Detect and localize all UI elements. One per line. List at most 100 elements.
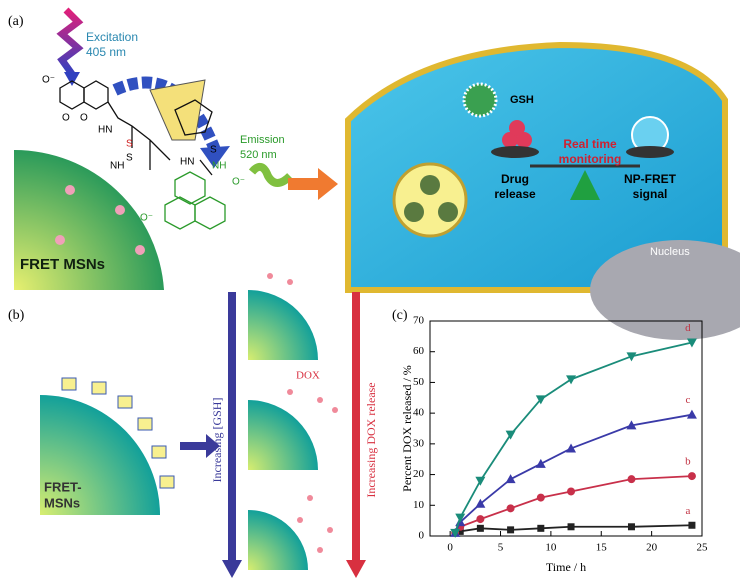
balance-base: [570, 170, 600, 200]
x-tick-label: 15: [596, 542, 608, 554]
marker: [476, 515, 485, 524]
excitation-nm: 405 nm: [86, 45, 126, 59]
pores: [55, 185, 145, 255]
series-label: b: [685, 456, 691, 468]
marker: [455, 513, 466, 523]
marker: [535, 458, 546, 468]
monitoring-label: Real time: [563, 137, 617, 151]
nucleus-label: Nucleus: [650, 246, 690, 258]
nucleus: [590, 240, 740, 340]
drug-label: release: [494, 187, 536, 201]
panel-label: (a): [8, 14, 24, 29]
series-label: c: [685, 394, 690, 406]
excitation-arrow: [56, 7, 84, 77]
marker: [687, 472, 696, 481]
y-tick-label: 20: [413, 468, 425, 480]
fluorescein: [164, 171, 226, 230]
atom: O⁻: [232, 177, 245, 188]
gsh-arrow-label: Increasing [GSH]: [210, 398, 224, 483]
panel-label: (b): [8, 308, 25, 323]
x-axis-label: Time / h: [546, 560, 586, 574]
atom: NH: [110, 161, 124, 172]
arrow: [180, 434, 220, 458]
released-particle: [462, 82, 498, 118]
x-tick-label: 20: [646, 542, 658, 554]
signal-label: signal: [633, 187, 668, 201]
atom: O⁻: [42, 75, 55, 86]
series-label: a: [685, 505, 690, 517]
signal-label: NP-FRET: [624, 172, 677, 186]
marker: [626, 352, 637, 362]
y-tick-label: 60: [413, 345, 425, 357]
y-tick-label: 10: [413, 499, 425, 511]
marker: [567, 487, 576, 496]
plate: [491, 146, 539, 158]
chart: 0 10 20 30 40 50 60 70 0 5 10 15 20 25 Time / h Percent…: [400, 315, 708, 574]
series-line: [454, 341, 693, 534]
marker: [567, 523, 575, 531]
plate: [626, 146, 674, 158]
marker: [475, 476, 486, 486]
y-tick-label: 50: [413, 376, 425, 388]
panel-label: (c): [392, 308, 408, 323]
atom: S: [210, 145, 217, 156]
particle-label: FRET MSNs: [20, 256, 105, 273]
msn-particle: [248, 290, 318, 360]
arrow-head: [64, 72, 80, 86]
y-axis-label: Percent DOX released / %: [400, 365, 414, 492]
marker: [686, 338, 697, 348]
atom: O: [80, 113, 88, 124]
caps: [61, 377, 175, 489]
marker: [566, 443, 577, 453]
msn-particle: [40, 395, 160, 515]
process-arrow: [288, 168, 338, 200]
dox-arrow-label: Increasing DOX release: [364, 382, 378, 497]
cyclodextrin: [149, 79, 206, 141]
marker: [536, 493, 545, 502]
endosome-particles: [404, 175, 458, 222]
plot-frame: [429, 320, 703, 537]
x-tick-label: 5: [498, 542, 504, 554]
atom: O: [62, 113, 70, 124]
emission-label: Emission: [240, 134, 285, 146]
monitoring-label: monitoring: [559, 152, 622, 166]
gsh-arrow: [222, 292, 242, 578]
y-tick-label: 40: [413, 407, 425, 419]
dox-molecules: [267, 273, 338, 553]
endosome: [392, 162, 468, 238]
emission-nm: 520 nm: [240, 149, 277, 161]
y-tick-label: 0: [419, 530, 425, 542]
msn-particle: [248, 510, 308, 570]
dox-arrow: [346, 292, 366, 578]
x-tick-label: 0: [447, 542, 453, 554]
marker: [505, 430, 516, 440]
atom: HN: [98, 125, 112, 136]
atom: S: [126, 153, 133, 164]
dox-label: DOX: [296, 370, 320, 382]
atom: S: [126, 139, 133, 150]
marker: [686, 409, 697, 419]
marker: [535, 395, 546, 405]
marker: [506, 504, 515, 513]
x-tick-label: 10: [545, 542, 557, 554]
drug-label: Drug: [501, 172, 529, 186]
series-label: d: [685, 322, 691, 334]
marker: [537, 524, 545, 532]
drug: [502, 120, 532, 148]
chem-structure: [59, 80, 213, 176]
marker: [627, 475, 636, 484]
marker: [507, 526, 515, 534]
y-tick-label: 70: [413, 315, 425, 327]
msn-particle: [14, 149, 164, 290]
emission-arrow: [248, 162, 293, 187]
marker: [688, 521, 696, 529]
marker: [626, 420, 637, 430]
atom: HN: [180, 157, 194, 168]
atom: NH: [212, 161, 226, 172]
x-tick-label: 25: [697, 542, 709, 554]
arrow-head: [200, 146, 230, 168]
particle-label: MSNs: [44, 495, 80, 510]
marker: [450, 528, 461, 538]
y-tick-label: 30: [413, 437, 425, 449]
marker: [475, 498, 486, 508]
